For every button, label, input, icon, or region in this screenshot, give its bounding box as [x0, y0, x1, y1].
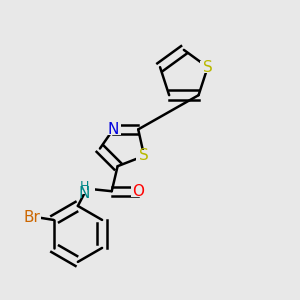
Text: S: S: [203, 60, 212, 75]
Text: O: O: [132, 184, 144, 199]
Text: Br: Br: [23, 210, 40, 225]
Bar: [200, 61, 215, 73]
Bar: [106, 124, 121, 135]
Text: N: N: [79, 186, 90, 201]
Text: S: S: [139, 148, 149, 164]
Text: H: H: [80, 180, 89, 193]
Text: N: N: [107, 122, 119, 137]
Bar: [73, 182, 95, 194]
Bar: [22, 212, 41, 224]
Bar: [130, 185, 146, 197]
Bar: [136, 150, 152, 162]
